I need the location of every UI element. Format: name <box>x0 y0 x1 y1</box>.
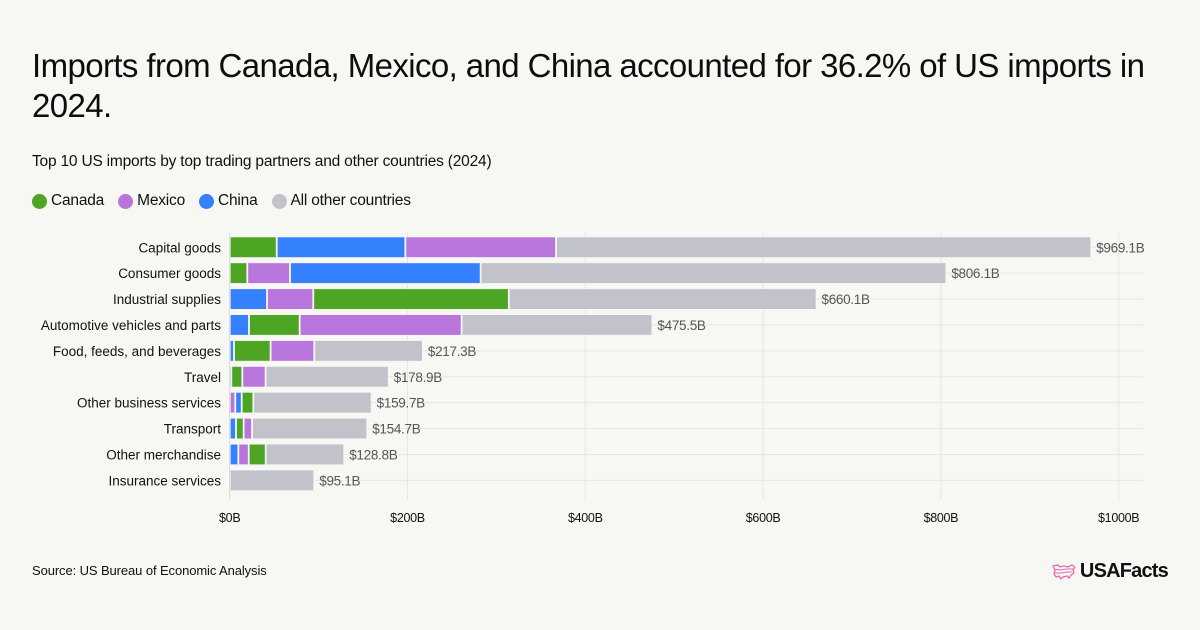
x-tick-label: $400B <box>568 511 603 525</box>
x-tick-label: $800B <box>924 511 959 525</box>
legend-item-china: China <box>199 192 258 210</box>
bar-segment-all-other-countries <box>266 443 344 466</box>
total-value-label: $969.1B <box>1096 240 1144 255</box>
legend-label-canada: Canada <box>51 192 105 209</box>
bars <box>230 236 1091 491</box>
bar-segment-mexico <box>243 417 252 440</box>
bar-segment-all-other-countries <box>314 340 423 362</box>
bar-segment-china <box>230 314 249 336</box>
legend: Canada Mexico China All other countries <box>32 192 411 210</box>
category-label: Transport <box>164 422 222 437</box>
bar-segment-mexico <box>242 366 266 388</box>
bar-segment-all-other-countries <box>480 262 947 284</box>
total-value-label: $178.9B <box>394 370 442 385</box>
legend-label-china: China <box>218 192 258 209</box>
category-label: Capital goods <box>138 240 221 255</box>
legend-swatch-canada <box>32 193 47 209</box>
bar-segment-canada <box>236 417 244 440</box>
bar-segment-china <box>230 340 234 362</box>
bar-segment-china <box>230 417 236 440</box>
bar-other-merchandise <box>230 443 344 466</box>
bar-capital-goods <box>230 236 1091 258</box>
bar-segment-mexico <box>299 314 462 336</box>
bar-segment-canada <box>231 366 243 388</box>
category-label: Insurance services <box>108 473 221 488</box>
total-labels: $969.1B $806.1B $660.1B $475.5B $217.3B $178.… <box>319 240 1145 488</box>
bar-segment-china <box>235 392 242 414</box>
bar-consumer-goods <box>230 262 947 284</box>
chart-title: Imports from Canada, Mexico, and China a… <box>32 47 1145 124</box>
bar-segment-canada <box>230 262 248 284</box>
bar-travel <box>230 366 389 388</box>
legend-swatch-mexico <box>118 193 134 209</box>
bar-transport <box>230 417 367 440</box>
category-label: Consumer goods <box>118 266 221 281</box>
bar-segment-mexico <box>267 288 313 310</box>
category-label: Food, feeds, and beverages <box>53 344 221 359</box>
bar-segment-mexico <box>247 262 290 284</box>
total-value-label: $217.3B <box>428 344 476 359</box>
legend-label-other: All other countries <box>290 192 411 209</box>
legend-label-mexico: Mexico <box>137 192 186 209</box>
bar-segment-all-other-countries <box>509 288 817 310</box>
total-value-label: $154.7B <box>372 422 420 437</box>
x-tick-label: $1000B <box>1098 511 1139 525</box>
category-label: Industrial supplies <box>113 292 221 307</box>
total-value-label: $806.1B <box>951 266 999 281</box>
bar-segment-china <box>230 366 232 388</box>
us-map-icon <box>1052 563 1076 580</box>
legend-swatch-other <box>271 193 287 209</box>
x-tick-label: $600B <box>746 511 781 525</box>
category-label: Automotive vehicles and parts <box>41 318 221 333</box>
category-label: Other business services <box>77 396 221 411</box>
bar-segment-canada <box>230 236 277 258</box>
x-axis-ticks: $0B $200B $400B $600B $800B $1000B <box>219 511 1140 525</box>
x-tick-label: $200B <box>390 511 425 525</box>
bar-segment-china <box>290 262 481 284</box>
bar-segment-mexico <box>405 236 556 258</box>
total-value-label: $128.8B <box>349 447 397 462</box>
bar-segment-all-other-countries <box>230 469 314 491</box>
x-tick-label: $0B <box>219 511 240 525</box>
total-value-label: $159.7B <box>377 396 425 411</box>
bar-segment-all-other-countries <box>265 366 389 388</box>
bar-segment-canada <box>249 443 266 466</box>
bar-segment-all-other-countries <box>252 417 367 440</box>
chart-subtitle: Top 10 US imports by top trading partner… <box>32 153 492 170</box>
bar-insurance-services <box>230 469 314 491</box>
bar-segment-canada <box>242 392 254 414</box>
total-value-label: $475.5B <box>657 318 705 333</box>
bar-segment-mexico <box>270 340 314 362</box>
legend-item-other: All other countries <box>271 192 411 210</box>
bar-segment-all-other-countries <box>461 314 653 336</box>
bar-segment-canada <box>234 340 271 362</box>
bar-other-business-services <box>230 392 372 414</box>
logo-text: USAFacts <box>1079 560 1169 582</box>
category-labels: Capital goods Consumer goods Industrial su… <box>41 240 221 488</box>
bar-automotive-vehicles-and-parts <box>230 314 653 336</box>
source-note: Source: US Bureau of Economic Analysis <box>32 563 267 578</box>
bar-segment-mexico <box>238 443 249 466</box>
bar-segment-canada <box>249 314 300 336</box>
bar-segment-all-other-countries <box>253 392 372 414</box>
category-label: Travel <box>184 370 221 385</box>
bar-segment-all-other-countries <box>556 236 1091 258</box>
legend-item-canada: Canada <box>32 192 104 210</box>
bar-segment-china <box>230 288 267 310</box>
total-value-label: $95.1B <box>319 473 360 488</box>
legend-item-mexico: Mexico <box>118 192 185 210</box>
usafacts-logo: USAFacts <box>1052 560 1169 583</box>
bar-segment-china <box>277 236 406 258</box>
bar-segment-canada <box>313 288 509 310</box>
total-value-label: $660.1B <box>822 292 870 307</box>
bar-segment-china <box>230 443 239 466</box>
category-label: Other merchandise <box>106 447 221 462</box>
bar-food-feeds-and-beverages <box>230 340 423 362</box>
bar-segment-mexico <box>230 392 236 414</box>
legend-swatch-china <box>199 193 215 209</box>
bar-industrial-supplies <box>230 288 817 310</box>
